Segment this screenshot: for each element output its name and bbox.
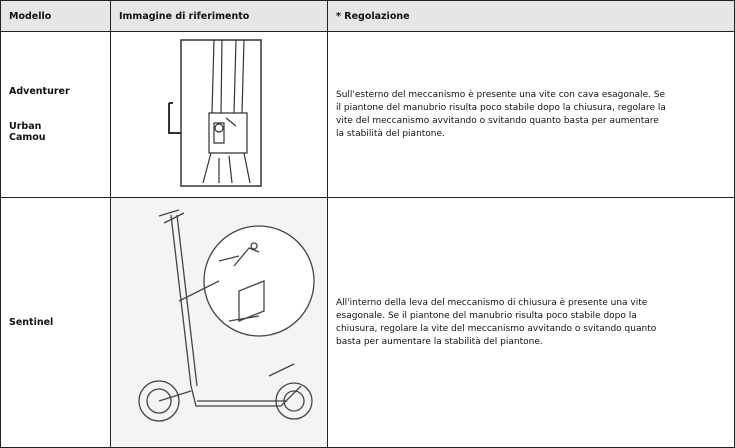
model-name: Sentinel — [9, 317, 54, 328]
image-cell — [110, 197, 328, 448]
illustration — [138, 209, 315, 422]
model-cell: Adventurer Urban Camou — [0, 31, 111, 198]
text-cell: Sull'esterno del meccanismo è presente u… — [327, 31, 735, 198]
row: Sentinel All'interno della leva del mecc… — [0, 197, 735, 448]
header-cell: Modello — [0, 0, 111, 32]
header-row: Modello Immagine di riferimento * Regola… — [0, 0, 735, 32]
instruction: Sull'esterno del meccanismo è presente u… — [336, 89, 666, 139]
model-cell: Sentinel — [0, 197, 111, 448]
illustration — [168, 39, 262, 187]
instruction: All'interno della leva del meccanismo di… — [336, 297, 657, 347]
header-cell: Immagine di riferimento — [110, 0, 328, 32]
header-cell: * Regolazione — [327, 0, 735, 32]
model-name: Urban Camou — [9, 121, 46, 143]
row: Adventurer Urban Camou Sull'esterno del … — [0, 31, 735, 198]
image-cell — [110, 31, 328, 198]
model-name: Adventurer — [9, 86, 70, 97]
text-cell: All'interno della leva del meccanismo di… — [327, 197, 735, 448]
